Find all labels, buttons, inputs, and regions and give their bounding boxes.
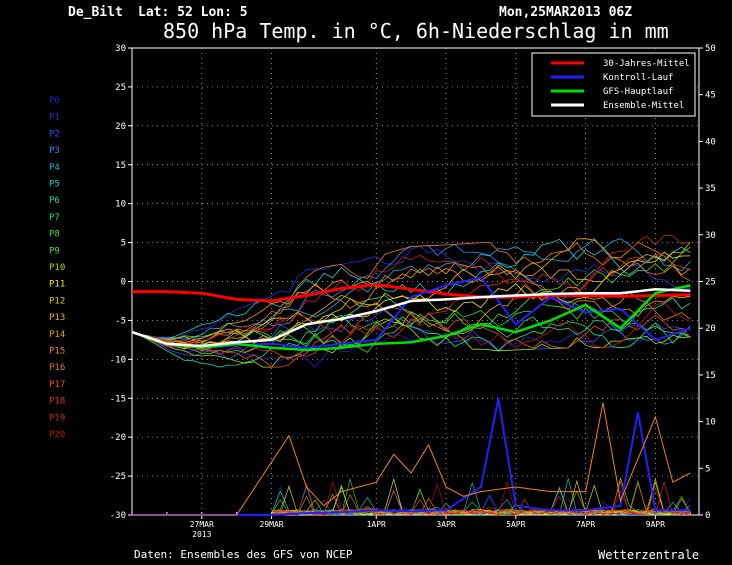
left-tick-label: -20 xyxy=(110,433,126,443)
member-precip-p19 xyxy=(271,487,691,516)
member-line-p8 xyxy=(131,303,691,347)
right-tick-label: 20 xyxy=(705,324,716,334)
left-tick-label: 15 xyxy=(115,161,126,171)
right-tick-label: 30 xyxy=(705,231,716,241)
x-tick-label: 27MAR xyxy=(190,520,214,529)
x-tick-label: 2013 xyxy=(192,530,211,539)
left-tick-label: 5 xyxy=(121,239,126,249)
legend-label-climate-mean: 30-Jahres-Mittel xyxy=(603,59,690,69)
ensemble-mean-line xyxy=(131,288,691,348)
member-label-p10: P10 xyxy=(49,263,65,273)
member-label-p15: P15 xyxy=(49,347,65,357)
member-precip-peaks-line xyxy=(132,402,691,516)
right-tick-label: 25 xyxy=(705,278,716,288)
left-tick-label: 0 xyxy=(121,278,126,288)
date-label: Mon,25MAR2013 06Z xyxy=(499,5,632,20)
data-source: Daten: Ensembles des GFS von NCEP xyxy=(134,548,353,561)
x-tick-label: 1APR xyxy=(367,520,386,529)
left-tick-label: -5 xyxy=(115,316,126,326)
member-line-p1 xyxy=(131,245,691,340)
left-tick-label: 10 xyxy=(115,200,126,210)
chart-title: 850 hPa Temp. in °C, 6h-Niederschlag in … xyxy=(163,19,669,43)
left-tick-label: 25 xyxy=(115,83,126,93)
x-tick-label: 7APR xyxy=(576,520,595,529)
left-tick-label: -25 xyxy=(110,472,126,482)
left-tick-label: 20 xyxy=(115,122,126,132)
member-line-p20 xyxy=(131,302,691,349)
legend-label-control: Kontroll-Lauf xyxy=(603,73,673,83)
member-line-p14 xyxy=(131,238,691,344)
right-tick-label: 10 xyxy=(705,418,716,428)
member-label-p6: P6 xyxy=(49,196,60,206)
series-lines xyxy=(131,276,691,516)
member-label-p16: P16 xyxy=(49,363,65,373)
x-tick-label: 29MAR xyxy=(260,520,284,529)
member-line-p16 xyxy=(131,241,691,344)
member-label-p18: P18 xyxy=(49,397,65,407)
legend-label-gfs-main: GFS-Hauptlauf xyxy=(603,87,673,97)
grid-lines xyxy=(132,48,699,515)
member-line-p19 xyxy=(131,235,691,351)
x-tick-label: 3APR xyxy=(436,520,455,529)
left-tick-label: 30 xyxy=(115,44,126,54)
right-tick-label: 45 xyxy=(705,91,716,101)
member-label-p3: P3 xyxy=(49,146,60,156)
member-label-p7: P7 xyxy=(49,213,60,223)
right-tick-label: 50 xyxy=(705,44,716,54)
right-tick-label: 5 xyxy=(705,464,710,474)
climate-mean-line xyxy=(132,283,691,303)
member-precip-p15 xyxy=(271,490,691,515)
right-tick-label: 15 xyxy=(705,371,716,381)
member-label-p9: P9 xyxy=(49,246,60,256)
member-label-p19: P19 xyxy=(49,413,65,423)
right-tick-label: 0 xyxy=(705,511,710,521)
x-tick-label: 9APR xyxy=(646,520,665,529)
member-precip-p20 xyxy=(271,480,691,516)
left-tick-label: -30 xyxy=(110,511,126,521)
member-precip-p18 xyxy=(271,481,691,516)
legend-label-ensemble-mean: Ensemble-Mittel xyxy=(603,101,684,111)
left-tick-label: -15 xyxy=(110,394,126,404)
right-tick-label: 40 xyxy=(705,137,716,147)
gfs-main-line xyxy=(131,284,691,352)
x-tick-label: 5APR xyxy=(506,520,525,529)
member-line-p4 xyxy=(131,238,691,344)
member-label-p5: P5 xyxy=(49,180,60,190)
member-label-p11: P11 xyxy=(49,280,65,290)
member-label-p0: P0 xyxy=(49,96,60,106)
member-label-p8: P8 xyxy=(49,230,60,240)
station-label: De_Bilt xyxy=(68,5,123,20)
member-label-p2: P2 xyxy=(49,129,60,139)
member-line-p18 xyxy=(131,254,691,360)
member-line-p5 xyxy=(131,238,691,340)
location-label: Lat: 52 Lon: 5 xyxy=(138,5,248,20)
control-precip-line xyxy=(132,398,691,516)
left-tick-label: -10 xyxy=(110,355,126,365)
member-line-p17 xyxy=(131,307,691,368)
member-label-p12: P12 xyxy=(49,296,65,306)
member-label-p13: P13 xyxy=(49,313,65,323)
member-label-p20: P20 xyxy=(49,430,65,440)
member-label-p17: P17 xyxy=(49,380,65,390)
member-label-p1: P1 xyxy=(49,113,60,123)
right-tick-label: 35 xyxy=(705,184,716,194)
member-label-p14: P14 xyxy=(49,330,65,340)
member-label-p4: P4 xyxy=(49,163,60,173)
member-line-p6 xyxy=(131,295,691,368)
left-axis: 30 25 20 15 10 5 0 -5 -10 -15 -20 -25 -30 xyxy=(110,44,132,521)
brand-label: Wetterzentrale xyxy=(598,548,699,562)
member-label-list: P0 P1 P2 P3 P4 P5 P6 P7 P8 P9 P10 P11 P12 P13 P14 P15 P1… xyxy=(49,96,65,440)
member-line-p13 xyxy=(131,284,691,352)
legend: 30-Jahres-Mittel Kontroll-Lauf GFS-Haupt… xyxy=(531,52,696,117)
member-line-p10 xyxy=(131,318,691,368)
